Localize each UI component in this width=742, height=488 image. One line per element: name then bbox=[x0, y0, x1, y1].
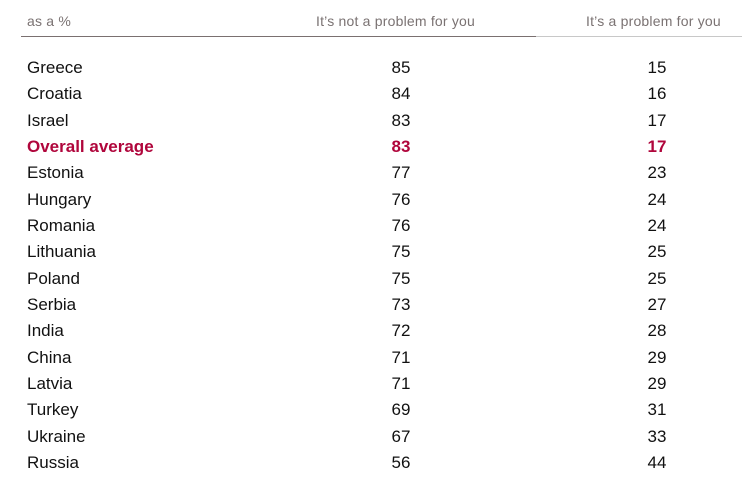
not-problem-value: 75 bbox=[391, 268, 411, 288]
row-label: Turkey bbox=[27, 400, 79, 420]
problem-value: 24 bbox=[647, 215, 667, 235]
table-row: Israel 83 17 bbox=[0, 111, 742, 137]
row-label: Greece bbox=[27, 58, 83, 77]
row-label: Croatia bbox=[27, 84, 82, 104]
row-label: Lithuania bbox=[27, 242, 97, 262]
not-problem-value: 67 bbox=[391, 426, 411, 446]
header-divider-light bbox=[536, 36, 742, 37]
row-label: Israel bbox=[27, 110, 69, 130]
table-row: Poland 75 25 bbox=[0, 269, 742, 295]
table-row: Serbia 73 27 bbox=[0, 295, 742, 321]
table-row: China 71 29 bbox=[0, 348, 742, 374]
problem-value: 29 bbox=[647, 347, 667, 367]
table-row: Ukraine 67 33 bbox=[0, 427, 742, 453]
row-label: Estonia bbox=[27, 163, 84, 183]
not-problem-value: 75 bbox=[391, 242, 411, 262]
table-row: India 72 28 bbox=[0, 321, 742, 347]
not-problem-value: 83 bbox=[391, 136, 411, 156]
not-problem-value: 73 bbox=[391, 294, 411, 314]
problem-value: 28 bbox=[647, 321, 667, 341]
row-label: Latvia bbox=[27, 373, 73, 393]
table-row: Hungary 76 24 bbox=[0, 190, 742, 216]
not-problem-value: 71 bbox=[391, 347, 411, 367]
problem-value: 27 bbox=[647, 294, 667, 314]
row-label: Ukraine bbox=[27, 426, 86, 446]
not-problem-value: 77 bbox=[391, 163, 411, 183]
row-label: Romania bbox=[27, 215, 96, 235]
header-divider bbox=[21, 36, 536, 37]
row-label: China bbox=[27, 347, 72, 367]
row-label: India bbox=[27, 321, 64, 341]
problem-value: 25 bbox=[647, 268, 667, 288]
table-row: Greece 85 15 bbox=[0, 58, 742, 84]
problem-value: 17 bbox=[647, 136, 667, 156]
table-row: Estonia 77 23 bbox=[0, 163, 742, 189]
not-problem-value: 56 bbox=[391, 452, 411, 472]
problem-value: 15 bbox=[647, 58, 667, 77]
row-label: Serbia bbox=[27, 294, 77, 314]
problem-value: 24 bbox=[647, 189, 667, 209]
not-problem-value: 85 bbox=[391, 58, 411, 77]
problem-value: 17 bbox=[647, 110, 667, 130]
not-problem-value: 76 bbox=[391, 189, 411, 209]
problem-value: 23 bbox=[647, 163, 667, 183]
table-row: Turkey 69 31 bbox=[0, 400, 742, 426]
problem-value: 33 bbox=[647, 426, 667, 446]
table-row: Croatia 84 16 bbox=[0, 84, 742, 110]
row-label: Overall average bbox=[27, 136, 154, 156]
row-label: Poland bbox=[27, 268, 80, 288]
not-problem-value: 69 bbox=[391, 400, 411, 420]
table-row: Romania 76 24 bbox=[0, 216, 742, 242]
table-row: Russia 56 44 bbox=[0, 453, 742, 479]
problem-value: 31 bbox=[647, 400, 667, 420]
table-row: Lithuania 75 25 bbox=[0, 242, 742, 268]
table-row: Overall average 83 17 bbox=[0, 137, 742, 163]
header-unit: as a % bbox=[27, 13, 71, 29]
not-problem-value: 84 bbox=[391, 84, 411, 104]
table-row: Latvia 71 29 bbox=[0, 374, 742, 400]
problem-value: 25 bbox=[647, 242, 667, 262]
row-label: Hungary bbox=[27, 189, 92, 209]
not-problem-value: 83 bbox=[391, 110, 411, 130]
not-problem-value: 71 bbox=[391, 373, 411, 393]
header-not-problem: It’s not a problem for you bbox=[316, 13, 476, 29]
not-problem-value: 76 bbox=[391, 215, 411, 235]
header-problem: It’s a problem for you bbox=[586, 13, 721, 29]
row-label: Russia bbox=[27, 452, 79, 472]
problem-value: 29 bbox=[647, 373, 667, 393]
not-problem-value: 72 bbox=[391, 321, 411, 341]
problem-value: 44 bbox=[647, 452, 667, 472]
problem-value: 16 bbox=[647, 84, 667, 104]
